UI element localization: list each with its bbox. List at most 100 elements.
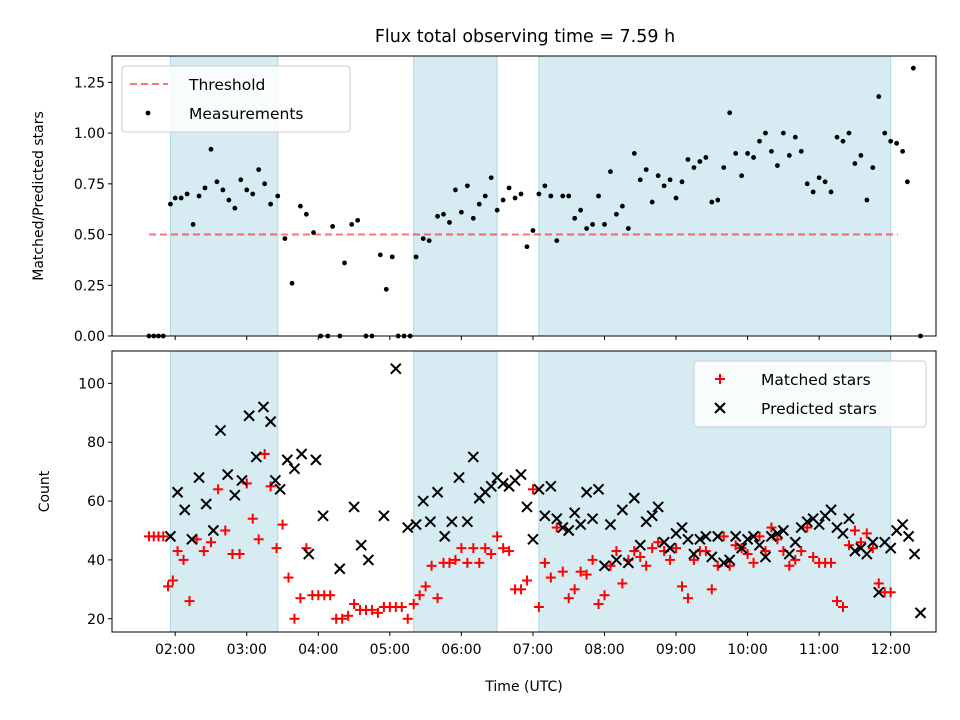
shaded-interval-1 <box>169 350 279 633</box>
matched-star-point <box>277 519 288 530</box>
bottom-x-axis-label: Time (UTC) <box>484 679 562 695</box>
predicted-star-point <box>453 471 465 484</box>
matched-star-point <box>539 557 550 568</box>
measurement-point <box>751 155 756 160</box>
measurement-point <box>542 183 548 189</box>
measurement-point <box>649 199 655 205</box>
predicted-star-point <box>207 524 220 537</box>
matched-star-point <box>688 554 699 565</box>
measurement-point <box>303 211 309 217</box>
measurement-point <box>614 211 619 217</box>
measurement-point <box>244 187 250 193</box>
measurement-point <box>383 286 389 292</box>
matched-star-point <box>158 531 169 542</box>
matched-star-point <box>408 599 419 610</box>
measurement-point <box>441 211 446 217</box>
measurement-point <box>506 185 512 191</box>
measurement-point <box>745 150 750 156</box>
measurement-point <box>330 224 336 229</box>
predicted-star-point <box>378 510 390 522</box>
x-tick-label: 03:00 <box>227 642 267 658</box>
bottom-x-axis: 02:00 03:00 04:00 05:00 06:00 07:00 08:00 09:00… <box>155 632 911 658</box>
y-tick-label: 0.25 <box>74 278 105 294</box>
x-tick-label: 04:00 <box>298 642 338 658</box>
y-tick-label: 0.00 <box>74 329 105 345</box>
matched-star-point <box>372 607 383 618</box>
predicted-star-point <box>682 533 694 546</box>
measurement-point <box>619 203 625 209</box>
predicted-star-point <box>837 527 849 540</box>
predicted-star-point <box>908 548 921 560</box>
matched-star-point <box>784 560 795 571</box>
measurement-point <box>727 110 733 116</box>
matched-star-point <box>665 554 676 565</box>
matched-star-point <box>213 484 224 495</box>
matched-star-point <box>718 531 729 542</box>
measurement-point <box>250 191 256 197</box>
matched-star-point <box>462 557 473 568</box>
matched-star-point <box>191 534 202 545</box>
matched-star-point <box>163 581 174 592</box>
predicted-star-point <box>777 524 790 537</box>
measurement-point <box>500 197 506 203</box>
measurement-point <box>413 254 419 260</box>
predicted-star-point <box>303 548 315 560</box>
matched-star-point <box>265 481 276 492</box>
predicted-star-point <box>200 498 212 510</box>
x-tick-label: 02:00 <box>155 642 195 658</box>
matched-star-point <box>516 584 527 595</box>
predicted-star-point <box>317 510 329 522</box>
measurement-point <box>289 280 295 286</box>
matched-star-point <box>527 484 538 495</box>
measurement-point <box>739 173 745 179</box>
x-tick-label: 12:00 <box>871 642 911 658</box>
top-x-axis <box>174 336 892 340</box>
y-tick-label: 1.00 <box>74 126 105 142</box>
predicted-star-point <box>873 586 885 598</box>
legend-predicted-swatch <box>714 402 726 414</box>
predicted-star-point <box>861 548 873 560</box>
measurement-point <box>578 207 584 213</box>
predicted-star-point <box>592 483 605 496</box>
measurement-point <box>524 244 530 250</box>
matched-star-point <box>492 531 503 542</box>
y-tick-label: 0.75 <box>74 177 105 193</box>
measurement-point <box>852 161 858 166</box>
measurement-point <box>691 165 697 170</box>
matched-star-point <box>808 551 819 562</box>
measurement-point <box>840 138 846 144</box>
matched-star-point <box>545 572 556 583</box>
measurement-point <box>775 163 780 168</box>
predicted-star-point <box>264 415 277 428</box>
predicted-star-point <box>186 533 198 546</box>
predicted-star-point <box>527 533 539 546</box>
predicted-star-point <box>884 542 897 554</box>
shaded-interval-3 <box>538 55 892 337</box>
matched-star-point <box>641 560 652 571</box>
matched-star-point <box>706 584 717 595</box>
predicted-star-point <box>735 542 748 554</box>
measurement-point <box>769 148 774 154</box>
measurement-point <box>536 191 542 197</box>
measurement-point <box>828 189 834 195</box>
bottom-axes-frame <box>111 350 937 633</box>
predicted-star-point <box>694 533 706 546</box>
matched-star-point <box>241 478 252 489</box>
predicted-star-point <box>164 530 177 543</box>
measurement-point <box>178 195 184 201</box>
matched-star-point <box>349 599 360 610</box>
matched-star-point <box>832 596 843 607</box>
measurement-point <box>834 134 840 140</box>
measurement-point <box>864 197 870 203</box>
matched-star-point <box>790 554 801 565</box>
matched-star-point <box>861 528 872 539</box>
measurement-point <box>282 236 288 242</box>
matched-star-point <box>873 578 884 589</box>
predicted-star-point <box>521 501 533 513</box>
legend-label: Matched stars <box>761 371 871 389</box>
legend-label: Measurements <box>189 105 304 123</box>
measurement-point <box>709 199 715 205</box>
measurement-point <box>655 173 661 179</box>
matched-star-point <box>885 587 896 598</box>
measurement-point <box>584 226 590 231</box>
